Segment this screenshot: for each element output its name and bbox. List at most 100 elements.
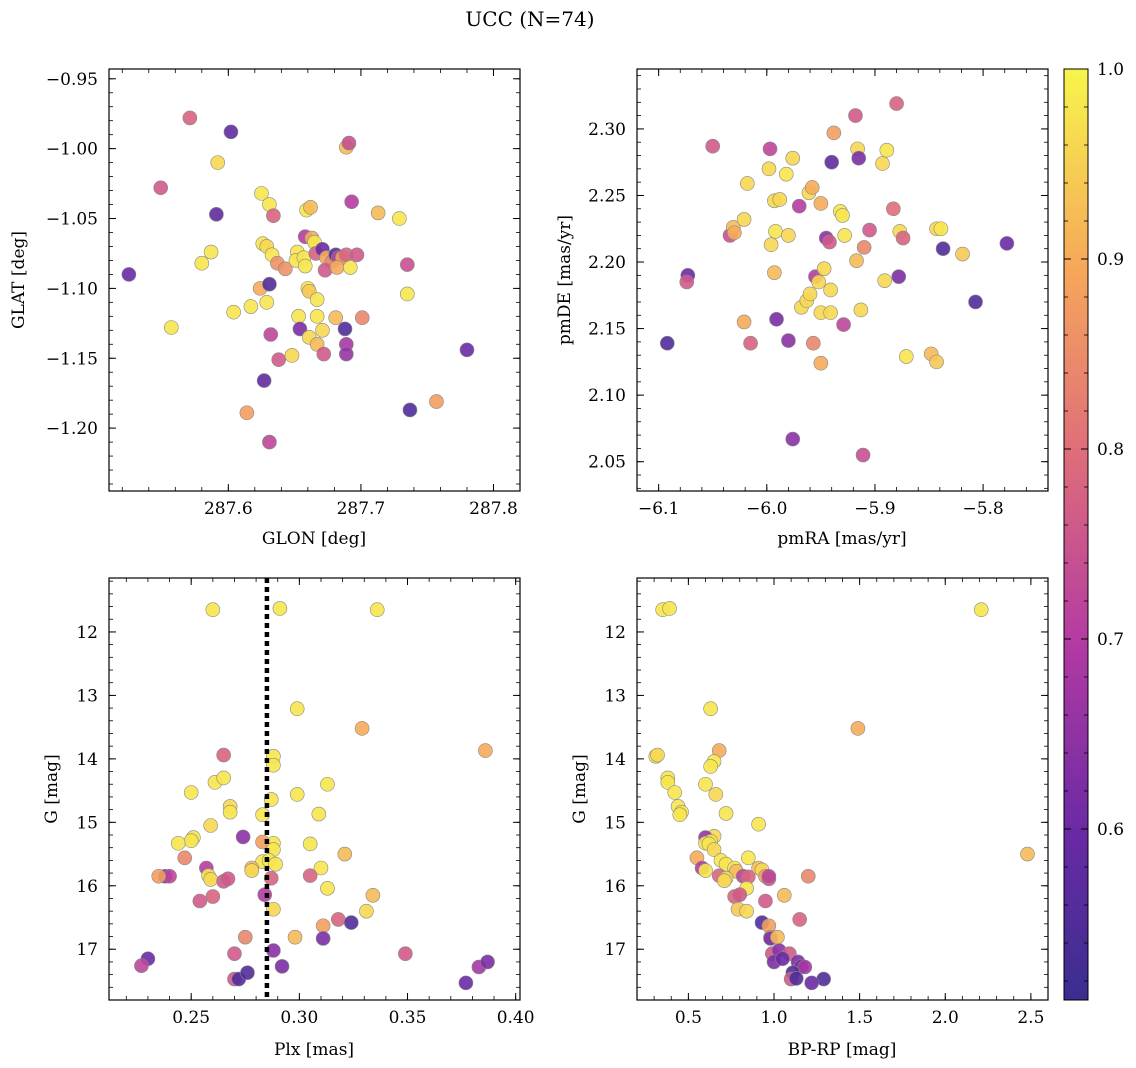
- scatter-point: [813, 196, 829, 211]
- scatter-point: [337, 846, 353, 862]
- scatter-point: [262, 276, 277, 292]
- scatter-point: [209, 207, 224, 222]
- scatter-point: [292, 321, 308, 337]
- scatter-point: [259, 295, 275, 310]
- scatter-point: [274, 959, 290, 974]
- scatter-point: [762, 141, 778, 157]
- scatter-point: [311, 806, 327, 822]
- x-tick-label: −6.1: [638, 499, 679, 519]
- scatter-point: [203, 872, 218, 887]
- scatter-point: [879, 142, 895, 158]
- y-tick-label: 2.10: [588, 386, 626, 406]
- scatter-point: [429, 394, 444, 409]
- scatter-point: [354, 310, 370, 326]
- scatter-point: [727, 225, 742, 241]
- scatter-point: [781, 333, 796, 348]
- scatter-point: [824, 154, 839, 170]
- scatter-point: [778, 166, 794, 182]
- scatter-point: [194, 255, 210, 271]
- y-tick-label: 15: [76, 813, 98, 833]
- scatter-point: [303, 200, 318, 215]
- scatter-point: [776, 887, 792, 903]
- panel-frame: [108, 577, 521, 1001]
- scatter-point: [741, 850, 756, 866]
- scatter-point: [740, 176, 755, 191]
- scatter-point: [243, 299, 259, 314]
- scatter-point: [344, 194, 359, 210]
- scatter-point: [929, 354, 944, 370]
- y-tick-label: −1.15: [46, 349, 98, 369]
- panel-ticks: −6.1 −6.0 −5.9 −5.8 2.05 2.10 2.15 2.20 2.25 2.30: [588, 69, 1049, 519]
- y-tick-label: 2.20: [588, 253, 626, 273]
- x-tick-label: 0.35: [389, 1008, 427, 1028]
- scatter-point: [266, 901, 281, 917]
- y-tick-label: 2.30: [588, 120, 626, 140]
- scatter-point: [183, 833, 199, 849]
- scatter-point: [255, 807, 270, 823]
- scatter-point: [320, 881, 335, 896]
- scatter-point: [402, 402, 418, 418]
- scatter-point: [216, 770, 231, 786]
- scatter-point: [291, 309, 306, 324]
- x-tick-label: 287.8: [469, 499, 518, 519]
- scatter-point: [354, 721, 370, 736]
- scatter-point: [660, 775, 676, 790]
- scatter-point: [182, 110, 198, 126]
- scatter-point: [205, 889, 221, 904]
- panel-frame: [636, 577, 1049, 1001]
- scatter-point: [968, 294, 983, 310]
- x-tick-label: 0.5: [675, 1008, 702, 1028]
- scatter-point: [330, 912, 346, 927]
- scatter-point: [315, 918, 331, 934]
- y-tick-label: 13: [604, 686, 626, 706]
- scatter-point: [703, 759, 718, 774]
- scatter-point: [781, 228, 796, 243]
- scatter-point: [736, 314, 752, 330]
- y-axis-label: GLAT [deg]: [9, 231, 29, 329]
- scatter-point: [271, 352, 287, 367]
- panel-points: [648, 601, 1035, 991]
- scatter-point: [398, 946, 413, 961]
- scatter-point: [698, 863, 713, 878]
- scatter-point: [708, 787, 724, 802]
- scatter-point: [802, 286, 818, 302]
- y-tick-label: −1.00: [46, 140, 98, 160]
- scatter-point: [297, 258, 313, 274]
- y-tick-label: −1.10: [46, 279, 98, 299]
- scatter-point: [886, 201, 901, 217]
- scatter-point: [266, 757, 281, 773]
- y-tick-label: 12: [604, 623, 626, 643]
- scatter-point: [369, 602, 385, 618]
- scatter-point: [343, 915, 359, 930]
- colorbar-gradient: [1063, 68, 1089, 1001]
- scatter-point: [717, 873, 732, 888]
- scatter-point: [769, 311, 784, 327]
- scatter-point: [205, 602, 221, 618]
- scatter-point: [216, 747, 231, 763]
- scatter-point: [763, 237, 779, 253]
- scatter-point: [400, 286, 415, 302]
- scatter-point: [935, 241, 951, 257]
- y-tick-label: 14: [604, 750, 626, 770]
- scatter-point: [222, 804, 238, 820]
- scatter-point: [313, 860, 329, 876]
- scatter-point: [268, 856, 283, 872]
- scatter-point: [800, 868, 816, 884]
- y-tick-label: −1.20: [46, 419, 98, 439]
- x-tick-label: 1.5: [846, 1008, 873, 1028]
- panel-glon-glat: 287.6 287.7 287.8 −0.95 −1.00 −1.05 −1.10 −1.15…: [9, 68, 521, 549]
- x-tick-label: 0.30: [280, 1008, 318, 1028]
- scatter-point: [826, 125, 842, 141]
- scatter-point: [153, 180, 169, 196]
- scatter-point: [792, 912, 807, 927]
- scatter-point: [855, 447, 871, 463]
- scatter-point: [822, 234, 837, 250]
- scatter-point: [767, 265, 782, 280]
- scatter-point: [1020, 846, 1035, 862]
- scatter-point: [177, 850, 193, 866]
- scatter-point: [459, 342, 475, 358]
- scatter-point: [999, 236, 1015, 251]
- scatter-point: [227, 946, 242, 961]
- scatter-point: [853, 302, 869, 318]
